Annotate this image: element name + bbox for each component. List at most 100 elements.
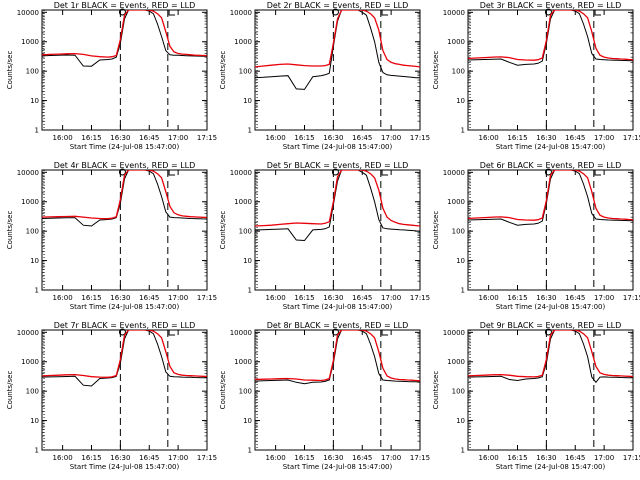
x-tick-label: 16:45	[352, 454, 372, 462]
x-axis-label: Start Time (24-Jul-08 15:47:00)	[283, 303, 393, 311]
x-axis-label: Start Time (24-Jul-08 15:47:00)	[70, 143, 180, 151]
circle-marker	[544, 168, 552, 176]
x-tick-label: 17:00	[168, 294, 188, 302]
x-tick-label: 16:00	[53, 454, 73, 462]
circle-marker	[331, 168, 339, 176]
plot-frame	[41, 169, 208, 291]
y-tick-label: 1000	[21, 38, 39, 46]
y-tick-label: 100	[26, 388, 39, 396]
x-tick-label: 17:15	[410, 294, 430, 302]
step-marker	[168, 330, 176, 336]
detector-panel-5: Det 5r BLACK = Events, RED = LLD 1 10 100 10…	[219, 161, 430, 311]
detector-panel-9: Det 9r BLACK = Events, RED = LLD 1 10 100 10…	[432, 321, 640, 471]
x-tick-label: 16:15	[81, 454, 101, 462]
y-tick-label: 1000	[447, 358, 465, 366]
events-series-line	[255, 330, 420, 385]
x-tick-label: 16:30	[323, 294, 343, 302]
x-axis-label: Start Time (24-Jul-08 15:47:00)	[70, 463, 180, 471]
events-series-line	[468, 170, 633, 226]
y-tick-label: 1	[248, 127, 252, 135]
y-tick-label: 100	[239, 68, 252, 76]
y-axis-label: Counts/sec	[432, 51, 440, 90]
circle-marker	[331, 8, 339, 16]
x-tick-label: 16:30	[323, 454, 343, 462]
events-series-line	[255, 170, 420, 242]
y-tick-label: 1	[35, 447, 39, 455]
x-axis-label: Start Time (24-Jul-08 15:47:00)	[496, 143, 606, 151]
y-tick-label: 10	[456, 97, 465, 105]
lld-series-line	[42, 10, 207, 58]
x-tick-label: 17:00	[381, 134, 401, 142]
panel-title: Det 4r BLACK = Events, RED = LLD	[54, 161, 196, 170]
panel-title: Det 8r BLACK = Events, RED = LLD	[267, 321, 409, 330]
x-tick-label: 16:30	[536, 294, 556, 302]
panel-title: Det 7r BLACK = Events, RED = LLD	[54, 321, 196, 330]
y-tick-label: 10	[30, 97, 39, 105]
step-marker	[168, 170, 176, 176]
y-axis-label: Counts/sec	[219, 371, 227, 410]
x-axis-label: Start Time (24-Jul-08 15:47:00)	[496, 463, 606, 471]
x-tick-label: 16:45	[139, 294, 159, 302]
y-tick-label: 100	[239, 388, 252, 396]
step-marker	[594, 170, 602, 176]
y-tick-label: 10000	[443, 169, 465, 177]
events-series-line	[255, 10, 420, 90]
x-tick-label: 17:15	[623, 294, 640, 302]
y-tick-label: 10000	[17, 329, 39, 337]
y-tick-label: 1000	[234, 358, 252, 366]
x-axis-label: Start Time (24-Jul-08 15:47:00)	[283, 463, 393, 471]
x-tick-label: 16:45	[352, 294, 372, 302]
plot-frame	[41, 329, 208, 451]
x-tick-label: 16:45	[565, 454, 585, 462]
y-tick-label: 100	[452, 228, 465, 236]
detector-panel-6: Det 6r BLACK = Events, RED = LLD 1 10 100 10…	[432, 161, 640, 311]
y-tick-label: 1000	[21, 358, 39, 366]
y-tick-label: 1000	[21, 198, 39, 206]
x-tick-label: 17:00	[594, 134, 614, 142]
x-tick-label: 17:15	[410, 134, 430, 142]
x-tick-label: 16:45	[139, 134, 159, 142]
panel-title: Det 6r BLACK = Events, RED = LLD	[480, 161, 622, 170]
step-marker	[381, 170, 389, 176]
x-tick-label: 17:15	[623, 454, 640, 462]
lld-series-line	[468, 330, 633, 378]
x-tick-label: 16:45	[565, 134, 585, 142]
y-tick-label: 10000	[17, 9, 39, 17]
x-tick-label: 16:30	[110, 134, 130, 142]
x-tick-label: 16:00	[479, 454, 499, 462]
events-series-line	[468, 10, 633, 66]
x-tick-label: 17:15	[197, 454, 217, 462]
events-series-line	[468, 330, 633, 384]
y-tick-label: 1	[461, 287, 465, 295]
x-tick-label: 16:15	[507, 294, 527, 302]
y-axis-label: Counts/sec	[432, 211, 440, 250]
plot-frame	[254, 329, 421, 451]
x-tick-label: 17:00	[381, 294, 401, 302]
y-tick-label: 10	[243, 417, 252, 425]
x-tick-label: 16:15	[507, 134, 527, 142]
y-tick-label: 100	[452, 68, 465, 76]
y-tick-label: 10000	[443, 9, 465, 17]
detector-panel-7: Det 7r BLACK = Events, RED = LLD 1 10 100 10…	[6, 321, 217, 471]
x-tick-label: 16:00	[479, 134, 499, 142]
y-tick-label: 1	[248, 287, 252, 295]
y-axis-label: Counts/sec	[219, 51, 227, 90]
plot-frame	[254, 169, 421, 291]
lld-series-line	[42, 170, 207, 220]
x-tick-label: 17:00	[381, 454, 401, 462]
plot-frame	[467, 329, 634, 451]
x-tick-label: 17:00	[594, 454, 614, 462]
step-marker	[381, 10, 389, 16]
plot-frame	[467, 169, 634, 291]
x-tick-label: 16:30	[323, 134, 343, 142]
lld-series-line	[255, 170, 420, 227]
panel-title: Det 9r BLACK = Events, RED = LLD	[480, 321, 622, 330]
x-tick-label: 16:45	[352, 134, 372, 142]
panel-title: Det 2r BLACK = Events, RED = LLD	[267, 1, 409, 10]
x-tick-label: 16:45	[565, 294, 585, 302]
circle-marker	[118, 8, 126, 16]
x-tick-label: 16:30	[110, 454, 130, 462]
step-marker	[168, 10, 176, 16]
events-series-line	[42, 10, 207, 67]
